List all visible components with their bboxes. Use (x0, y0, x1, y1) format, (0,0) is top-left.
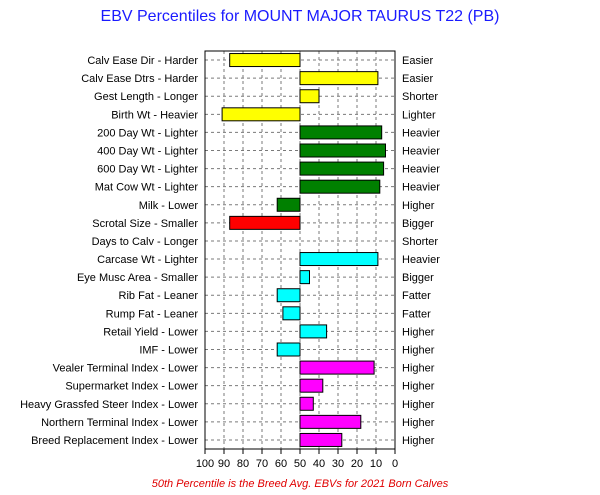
trait-labels: Calv Ease Dir - Harder Easier Calv Ease Dt… (20, 55, 440, 447)
x-tick-label: 80 (237, 458, 249, 470)
x-tick-label: 30 (332, 458, 344, 470)
trait-right-label: Easier (402, 73, 434, 85)
trait-left-label: Heavy Grassfed Steer Index - Lower (20, 399, 198, 411)
trait-left-label: Breed Replacement Index - Lower (31, 435, 198, 447)
x-tick-label: 20 (351, 458, 363, 470)
trait-right-label: Higher (402, 200, 435, 212)
trait-left-label: Rump Fat - Leaner (106, 308, 199, 320)
trait-bar (299, 71, 379, 86)
trait-right-label: Higher (402, 417, 435, 429)
trait-left-label: Gest Length - Longer (94, 91, 198, 103)
trait-bar (276, 197, 301, 212)
trait-right-label: Heavier (402, 127, 440, 139)
trait-right-label: Fatter (402, 290, 431, 302)
trait-bar (299, 378, 324, 393)
x-tick-label: 40 (313, 458, 325, 470)
trait-right-label: Higher (402, 363, 435, 375)
trait-right-label: Shorter (402, 236, 438, 248)
x-tick-label: 90 (218, 458, 230, 470)
x-tick-label: 50 (294, 458, 306, 470)
trait-left-label: 200 Day Wt - Lighter (97, 127, 198, 139)
trait-bar (229, 53, 301, 68)
trait-bar (299, 143, 386, 158)
trait-bar (299, 179, 381, 194)
trait-left-label: Days to Calv - Longer (92, 236, 199, 248)
trait-bar (276, 288, 301, 303)
trait-right-label: Higher (402, 381, 435, 393)
trait-right-label: Heavier (402, 164, 440, 176)
trait-right-label: Higher (402, 345, 435, 357)
x-axis: 100 90 80 70 60 50 40 30 20 10 0 (196, 449, 398, 470)
trait-left-label: Scrotal Size - Smaller (92, 218, 198, 230)
x-tick-label: 0 (392, 458, 398, 470)
trait-left-label: Mat Cow Wt - Lighter (95, 182, 199, 194)
trait-left-label: Calv Ease Dir - Harder (87, 55, 198, 67)
trait-right-label: Heavier (402, 254, 440, 266)
trait-left-label: 400 Day Wt - Lighter (97, 146, 198, 158)
trait-bar (299, 360, 375, 375)
trait-bar (282, 306, 301, 321)
trait-bar (276, 342, 301, 357)
trait-bar (229, 215, 301, 230)
trait-right-label: Bigger (402, 272, 434, 284)
trait-left-label: Birth Wt - Heavier (111, 109, 198, 121)
trait-left-label: Rib Fat - Leaner (119, 290, 199, 302)
x-tick-label: 10 (370, 458, 382, 470)
trait-right-label: Bigger (402, 218, 434, 230)
trait-right-label: Higher (402, 326, 435, 338)
trait-left-label: Northern Terminal Index - Lower (41, 417, 198, 429)
trait-left-label: Milk - Lower (139, 200, 199, 212)
x-tick-label: 60 (275, 458, 287, 470)
trait-bar (299, 270, 310, 285)
trait-bar (299, 252, 379, 267)
trait-left-label: Carcase Wt - Lighter (97, 254, 198, 266)
trait-right-label: Fatter (402, 308, 431, 320)
trait-left-label: Vealer Terminal Index - Lower (53, 363, 199, 375)
trait-left-label: IMF - Lower (139, 345, 198, 357)
bars (221, 53, 386, 447)
trait-right-label: Lighter (402, 109, 436, 121)
trait-bar (299, 396, 314, 411)
x-tick-label: 70 (256, 458, 268, 470)
trait-right-label: Easier (402, 55, 434, 67)
footnote: 50th Percentile is the Breed Avg. EBVs f… (152, 478, 449, 490)
trait-left-label: Supermarket Index - Lower (65, 381, 198, 393)
trait-right-label: Higher (402, 399, 435, 411)
trait-bar (299, 89, 320, 104)
trait-bar (299, 414, 362, 429)
x-tick-label: 100 (196, 458, 214, 470)
chart-title: EBV Percentiles for MOUNT MAJOR TAURUS T… (101, 8, 500, 25)
trait-right-label: Heavier (402, 182, 440, 194)
trait-left-label: 600 Day Wt - Lighter (97, 164, 198, 176)
trait-bar (299, 432, 343, 447)
trait-right-label: Heavier (402, 146, 440, 158)
trait-bar (299, 324, 328, 339)
trait-bar (299, 125, 383, 140)
trait-bar (299, 161, 385, 176)
trait-right-label: Shorter (402, 91, 438, 103)
trait-left-label: Retail Yield - Lower (103, 326, 198, 338)
trait-left-label: Calv Ease Dtrs - Harder (81, 73, 198, 85)
trait-left-label: Eye Musc Area - Smaller (77, 272, 198, 284)
trait-right-label: Higher (402, 435, 435, 447)
trait-bar (221, 107, 301, 122)
